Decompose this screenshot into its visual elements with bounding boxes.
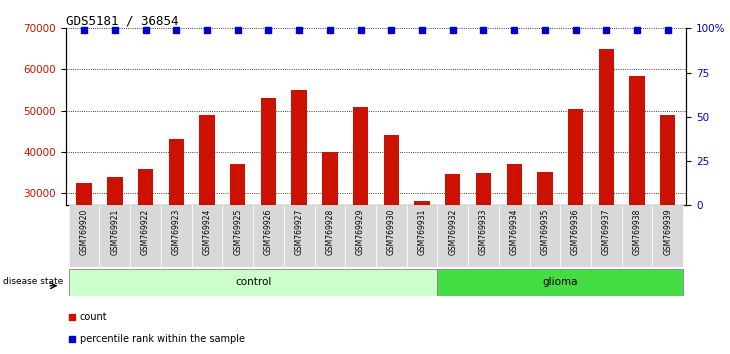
- FancyBboxPatch shape: [345, 205, 376, 267]
- Text: GSM769920: GSM769920: [80, 209, 88, 255]
- Bar: [199, 115, 215, 205]
- FancyBboxPatch shape: [529, 205, 560, 267]
- Bar: [537, 172, 553, 205]
- Bar: [476, 173, 491, 205]
- FancyBboxPatch shape: [653, 205, 683, 267]
- Bar: [322, 152, 337, 205]
- FancyBboxPatch shape: [192, 205, 223, 267]
- FancyBboxPatch shape: [437, 269, 683, 296]
- Text: GSM769933: GSM769933: [479, 209, 488, 255]
- Text: GSM769935: GSM769935: [540, 209, 550, 255]
- Text: GSM769934: GSM769934: [510, 209, 519, 255]
- FancyBboxPatch shape: [130, 205, 161, 267]
- FancyBboxPatch shape: [315, 205, 345, 267]
- Bar: [107, 177, 123, 205]
- Text: GSM769932: GSM769932: [448, 209, 457, 255]
- Text: GSM769927: GSM769927: [295, 209, 304, 255]
- Text: GSM769936: GSM769936: [571, 209, 580, 255]
- Text: GSM769930: GSM769930: [387, 209, 396, 255]
- Text: control: control: [235, 277, 272, 287]
- FancyBboxPatch shape: [407, 205, 437, 267]
- Text: GSM769922: GSM769922: [141, 209, 150, 255]
- Bar: [353, 107, 368, 205]
- Text: GSM769925: GSM769925: [233, 209, 242, 255]
- Bar: [629, 76, 645, 205]
- FancyBboxPatch shape: [437, 205, 468, 267]
- Bar: [138, 169, 153, 205]
- FancyBboxPatch shape: [161, 205, 192, 267]
- Text: GSM769937: GSM769937: [602, 209, 611, 255]
- Bar: [384, 135, 399, 205]
- FancyBboxPatch shape: [69, 269, 437, 296]
- Text: glioma: glioma: [542, 277, 578, 287]
- FancyBboxPatch shape: [223, 205, 253, 267]
- Bar: [568, 109, 583, 205]
- Text: GSM769924: GSM769924: [202, 209, 212, 255]
- Text: GSM769939: GSM769939: [664, 209, 672, 255]
- Text: count: count: [80, 312, 107, 322]
- Bar: [445, 175, 461, 205]
- Text: GDS5181 / 36854: GDS5181 / 36854: [66, 14, 178, 27]
- FancyBboxPatch shape: [468, 205, 499, 267]
- Bar: [415, 201, 430, 205]
- FancyBboxPatch shape: [69, 205, 99, 267]
- Bar: [261, 98, 276, 205]
- Text: GSM769926: GSM769926: [264, 209, 273, 255]
- Bar: [77, 183, 92, 205]
- Text: disease state: disease state: [4, 277, 64, 286]
- Bar: [660, 115, 675, 205]
- FancyBboxPatch shape: [284, 205, 315, 267]
- FancyBboxPatch shape: [376, 205, 407, 267]
- FancyBboxPatch shape: [560, 205, 591, 267]
- Text: GSM769929: GSM769929: [356, 209, 365, 255]
- Text: GSM769921: GSM769921: [110, 209, 119, 255]
- FancyBboxPatch shape: [99, 205, 130, 267]
- FancyBboxPatch shape: [591, 205, 622, 267]
- Text: GSM769931: GSM769931: [418, 209, 426, 255]
- Text: GSM769923: GSM769923: [172, 209, 181, 255]
- Text: GSM769938: GSM769938: [633, 209, 642, 255]
- Bar: [291, 90, 307, 205]
- Bar: [599, 49, 614, 205]
- FancyBboxPatch shape: [499, 205, 529, 267]
- Bar: [169, 139, 184, 205]
- FancyBboxPatch shape: [622, 205, 653, 267]
- Text: GSM769928: GSM769928: [326, 209, 334, 255]
- FancyBboxPatch shape: [253, 205, 284, 267]
- Bar: [507, 164, 522, 205]
- Text: percentile rank within the sample: percentile rank within the sample: [80, 334, 245, 344]
- Bar: [230, 164, 245, 205]
